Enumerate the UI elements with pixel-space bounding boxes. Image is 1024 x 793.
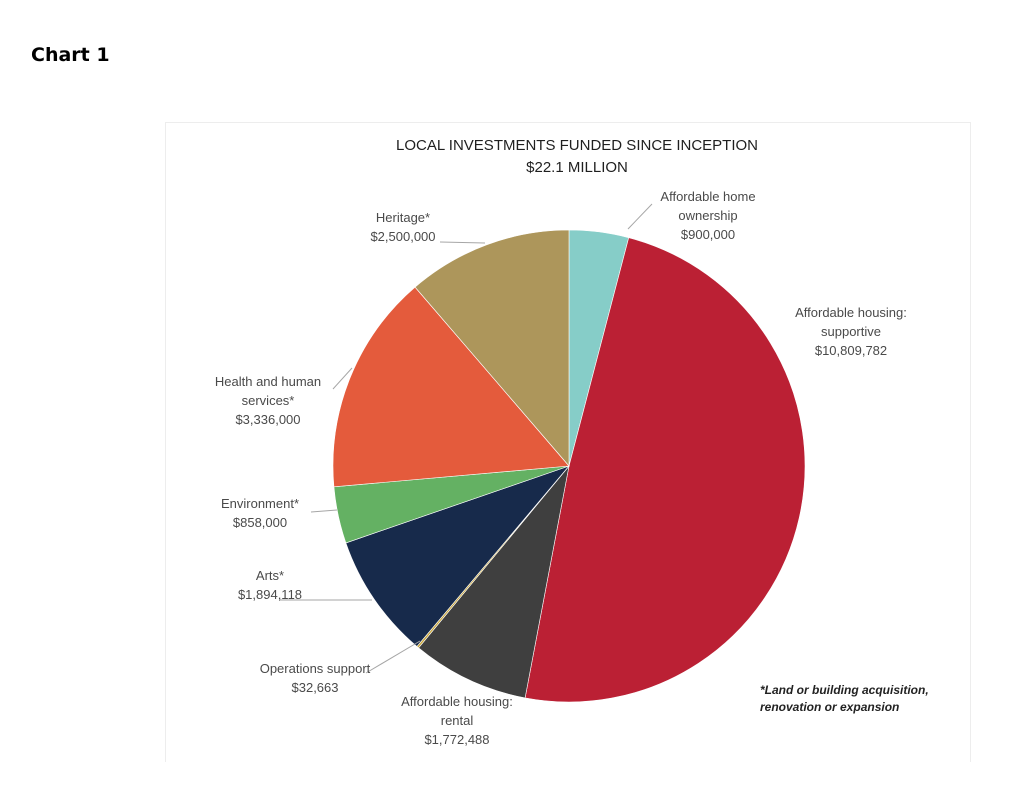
label-heritage: Heritage* $2,500,000: [370, 210, 435, 244]
slice-name-label: Arts*: [256, 568, 284, 583]
leader-line-affordable-home-ownership: [627, 203, 653, 230]
slice-name-label: services*: [242, 393, 295, 408]
slice-name-label: Environment*: [221, 496, 299, 511]
label-affordable-home-ownership: Affordable home ownership $900,000: [660, 189, 755, 242]
chart-subtitle: $22.1 MILLION: [526, 159, 628, 176]
slice-value-label: $900,000: [681, 227, 735, 242]
footnote-line-1: *Land or building acquisition,: [760, 683, 929, 697]
leader-line-health-and-human-services: [332, 367, 353, 390]
slice-name-label: Affordable home: [660, 189, 755, 204]
page-heading: Chart 1: [31, 44, 110, 66]
slice-value-label: $858,000: [233, 515, 287, 530]
leader-line-environment: [310, 509, 338, 513]
label-affordable-housing-supportive: Affordable housing: supportive $10,809,782: [795, 305, 907, 358]
chart-title: LOCAL INVESTMENTS FUNDED SINCE INCEPTION: [396, 137, 758, 154]
leader-line-heritage: [439, 241, 486, 244]
slice-name-label: rental: [441, 713, 474, 728]
slice-name-label: ownership: [678, 208, 737, 223]
slice-name-label: Affordable housing:: [401, 694, 513, 709]
slice-name-label: supportive: [821, 324, 881, 339]
slice-value-label: $10,809,782: [815, 343, 887, 358]
pie-slices: [332, 229, 806, 703]
slice-value-label: $2,500,000: [370, 229, 435, 244]
leader-line-operations-support: [365, 640, 421, 674]
slice-affordable-housing-supportive: [524, 237, 806, 703]
label-arts: Arts* $1,894,118: [238, 568, 302, 602]
slice-name-label: Health and human: [215, 374, 321, 389]
slice-value-label: $3,336,000: [235, 412, 300, 427]
leader-lines: [280, 203, 653, 674]
slice-health-and-human-services: [332, 286, 570, 488]
slice-value-label: $32,663: [292, 680, 339, 695]
label-affordable-housing-rental: Affordable housing: rental $1,772,488: [401, 694, 513, 747]
label-health-and-human-services: Health and human services* $3,336,000: [215, 374, 321, 427]
slice-value-label: $1,772,488: [424, 732, 489, 747]
label-operations-support: Operations support $32,663: [260, 661, 371, 695]
slice-affordable-housing-rental: [418, 465, 570, 699]
slice-arts: [345, 465, 570, 647]
slice-name-label: Operations support: [260, 661, 371, 676]
label-environment: Environment* $858,000: [221, 496, 299, 530]
footnote-line-2: renovation or expansion: [760, 700, 899, 714]
slice-labels: Affordable home ownership $900,000Affordab…: [215, 189, 907, 747]
slice-name-label: Affordable housing:: [795, 305, 907, 320]
slice-name-label: Heritage*: [376, 210, 430, 225]
slice-heritage: [414, 229, 570, 467]
slice-value-label: $1,894,118: [238, 587, 302, 602]
